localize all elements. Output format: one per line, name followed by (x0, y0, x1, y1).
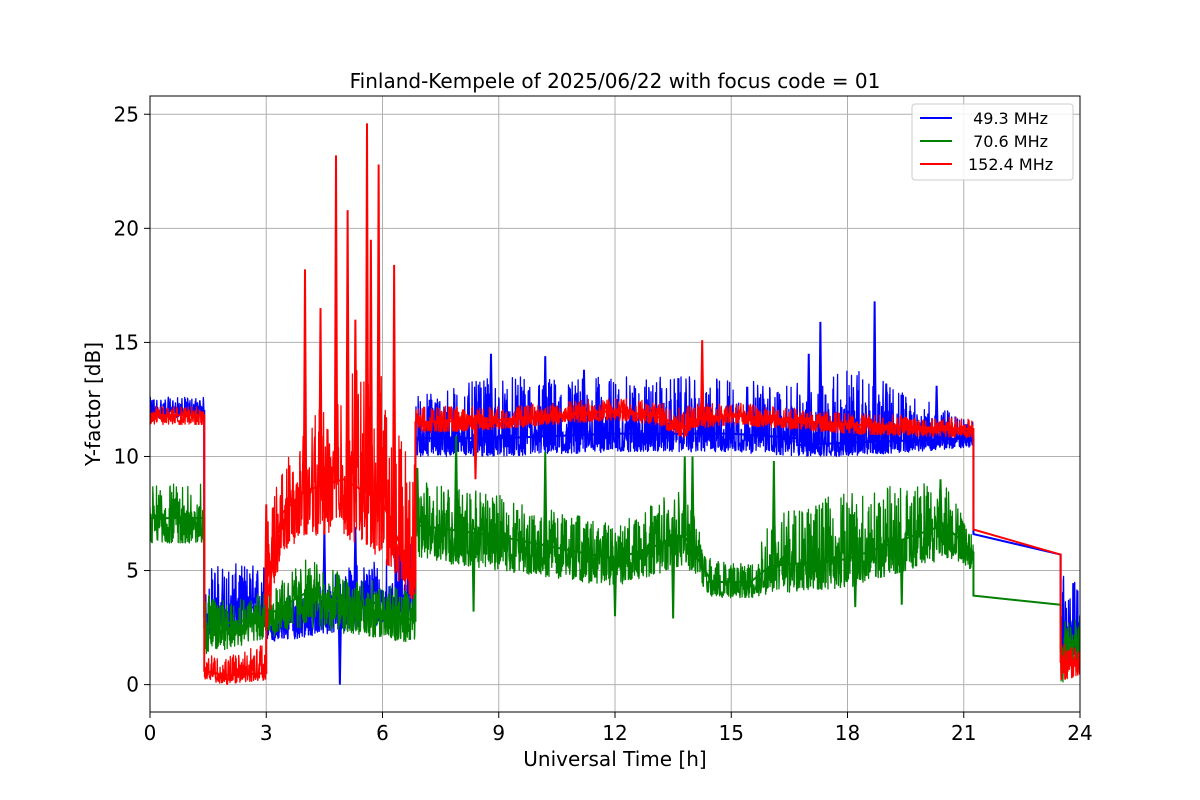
series-spike (302, 269, 308, 491)
series-spike (364, 123, 370, 493)
series-line (150, 409, 1080, 677)
x-tick-label: 15 (719, 721, 744, 745)
series-spike (345, 210, 350, 482)
series-spike (872, 301, 877, 442)
series-spike (318, 308, 323, 487)
series-spike (391, 264, 397, 531)
series-spike (376, 164, 381, 500)
legend: 49.3 MHz 70.6 MHz 152.4 MHz (911, 103, 1074, 181)
legend-label: 49.3 MHz (968, 109, 1048, 128)
x-tick-label: 12 (602, 721, 627, 745)
x-axis-label: Universal Time [h] (523, 747, 706, 771)
series-spike (818, 321, 823, 445)
series-trace (150, 370, 1080, 661)
series-spike (543, 451, 548, 546)
series-spike (806, 353, 811, 445)
legend-label: 152.4 MHz (968, 155, 1053, 174)
series-1 (150, 435, 1080, 683)
y-axis: 0 5 10 15 20 25 (114, 102, 150, 697)
series-spike (264, 504, 269, 605)
y-tick-label: 15 (114, 330, 139, 354)
series-trace (150, 370, 1080, 685)
series-spike (471, 532, 476, 612)
series-spike (690, 456, 695, 550)
x-tick-label: 24 (1067, 721, 1092, 745)
series-spike (771, 461, 777, 566)
legend-label: 70.6 MHz (968, 132, 1048, 151)
y-tick-label: 0 (126, 673, 139, 697)
y-tick-label: 25 (114, 102, 139, 126)
y-tick-label: 5 (126, 559, 139, 583)
series-trace (150, 482, 1080, 683)
series-layer (150, 123, 1080, 685)
chart-title: Finland-Kempele of 2025/06/22 with focus… (350, 69, 881, 93)
x-tick-label: 9 (492, 721, 505, 745)
y-axis-label: Y-factor [dB] (81, 342, 105, 467)
x-tick-label: 6 (376, 721, 389, 745)
series-spike (543, 356, 548, 437)
x-tick-label: 3 (260, 721, 273, 745)
x-tick-label: 21 (951, 721, 976, 745)
series-spike (333, 155, 339, 482)
series-spike (682, 456, 687, 537)
series-spike (700, 340, 705, 419)
series-spike (353, 319, 358, 487)
series-spike (612, 559, 618, 617)
y-tick-label: 10 (114, 444, 139, 468)
series-spike (473, 420, 478, 480)
series-spike (884, 383, 889, 442)
x-tick-label: 18 (835, 721, 860, 745)
series-spike (415, 467, 420, 526)
series-2 (150, 123, 1080, 685)
series-spike (899, 539, 904, 605)
x-axis: 0 3 6 9 12 15 18 21 24 (144, 712, 1093, 745)
series-spike (581, 369, 587, 435)
series-spike (337, 610, 343, 685)
series-spike (368, 239, 374, 496)
x-tick-label: 0 (144, 721, 157, 745)
series-spike (938, 479, 943, 527)
series-spike (670, 540, 676, 619)
series-spike (853, 556, 858, 608)
series-spike (353, 527, 358, 608)
y-tick-label: 20 (114, 216, 139, 240)
legend-box (911, 103, 1074, 181)
series-line (150, 517, 1080, 653)
series-spike (453, 435, 459, 531)
